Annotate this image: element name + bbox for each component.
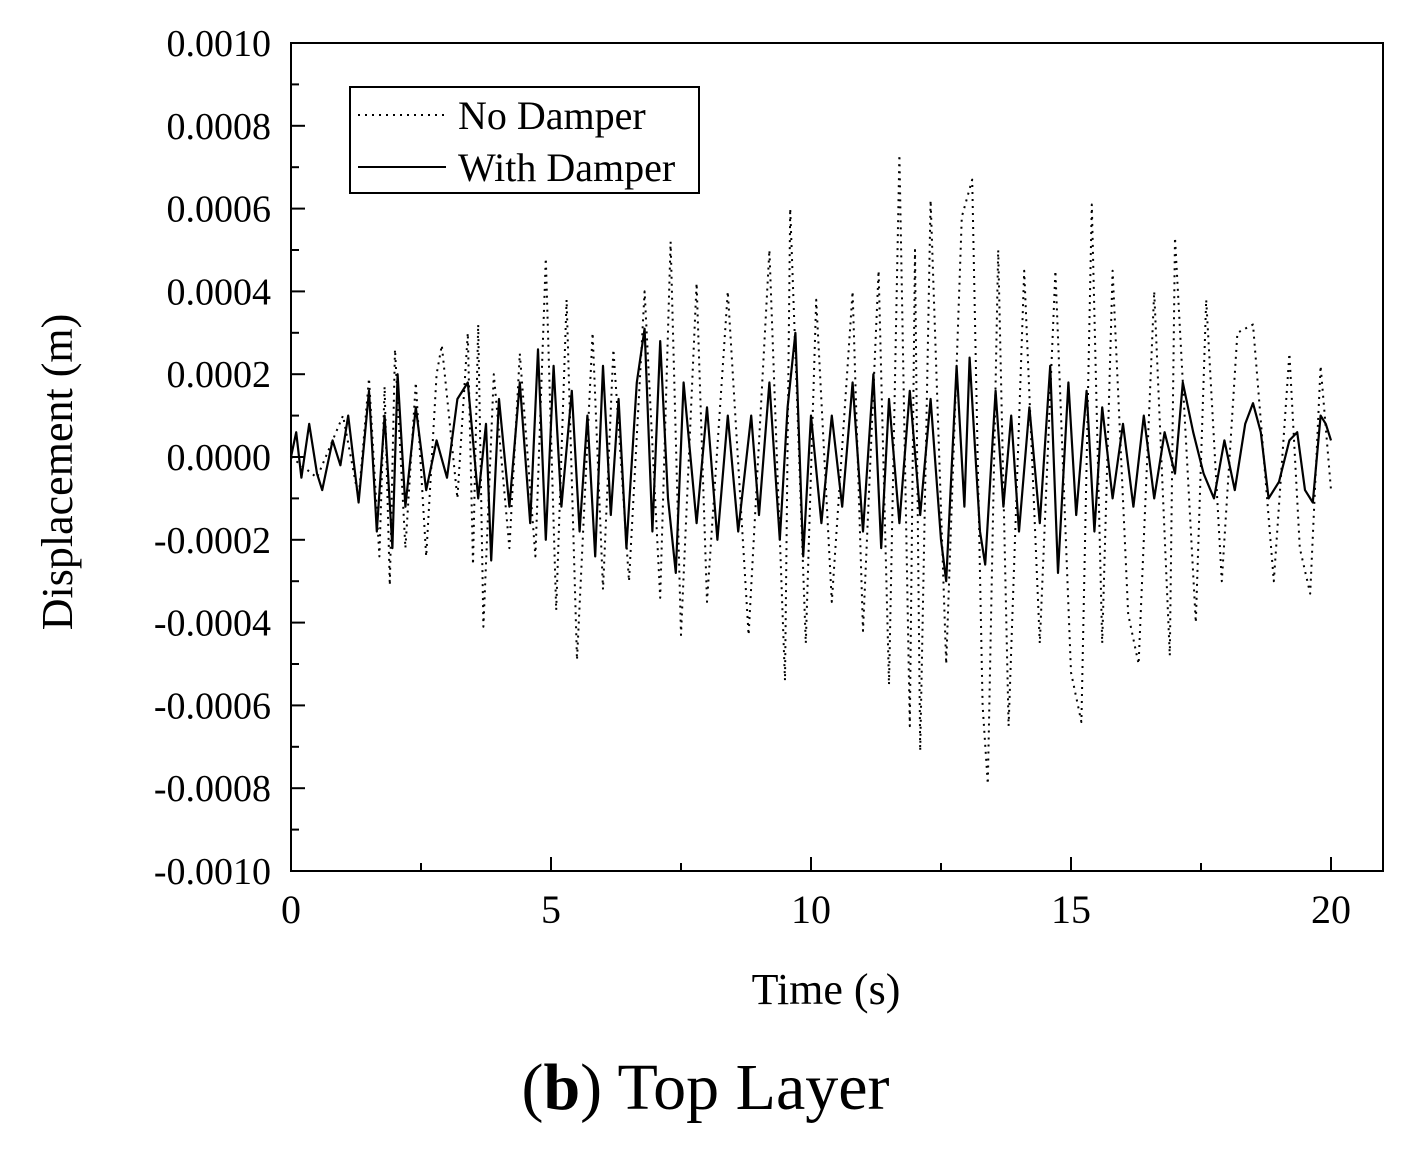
y-tick-label: 0.0010 bbox=[167, 23, 272, 65]
x-tick-label: 5 bbox=[541, 887, 561, 932]
figure-caption: (b) Top Layer bbox=[0, 1050, 1411, 1126]
caption-letter: b bbox=[543, 1051, 581, 1124]
legend-label: With Damper bbox=[458, 145, 675, 190]
y-tick-label: 0.0004 bbox=[167, 271, 272, 313]
y-tick-label: 0.0006 bbox=[167, 189, 272, 231]
x-axis: 0 5 10 15 20 bbox=[281, 857, 1351, 932]
y-tick-label: 0.0008 bbox=[167, 106, 272, 148]
legend-box bbox=[349, 86, 700, 194]
y-axis: 0.0010 0.0008 0.0006 0.0004 0.0002 0.0000 -0.0… bbox=[154, 23, 305, 893]
caption-text: Top Layer bbox=[602, 1051, 890, 1124]
displacement-chart: 0 5 10 15 20 0.00100.00080.00060.00040.00020… bbox=[33, 23, 1384, 1014]
y-tick-label: 0.0002 bbox=[167, 354, 272, 396]
legend-label: No Damper bbox=[458, 93, 646, 138]
y-tick-label: -0.0004 bbox=[154, 603, 271, 645]
y-tick-label: 0.0000 bbox=[167, 437, 272, 479]
y-tick-label: -0.0006 bbox=[154, 685, 271, 727]
series-layer bbox=[289, 153, 1333, 786]
x-tick-label: 0 bbox=[281, 887, 301, 932]
y-axis-label: Displacement (m) bbox=[33, 314, 82, 630]
series-line-with-damper bbox=[289, 327, 1333, 583]
y-tick-label: -0.0008 bbox=[154, 768, 271, 810]
caption-close-paren: ) bbox=[580, 1051, 603, 1124]
x-tick-label: 15 bbox=[1051, 887, 1091, 932]
x-axis-label: Time (s) bbox=[752, 965, 901, 1014]
x-tick-label: 20 bbox=[1311, 887, 1351, 932]
legend: No Damper With Damper bbox=[349, 86, 700, 194]
x-tick-label: 10 bbox=[791, 887, 831, 932]
y-tick-label: -0.0010 bbox=[154, 851, 271, 893]
y-tick-label: -0.0002 bbox=[154, 520, 271, 562]
caption-open-paren: ( bbox=[521, 1051, 544, 1124]
